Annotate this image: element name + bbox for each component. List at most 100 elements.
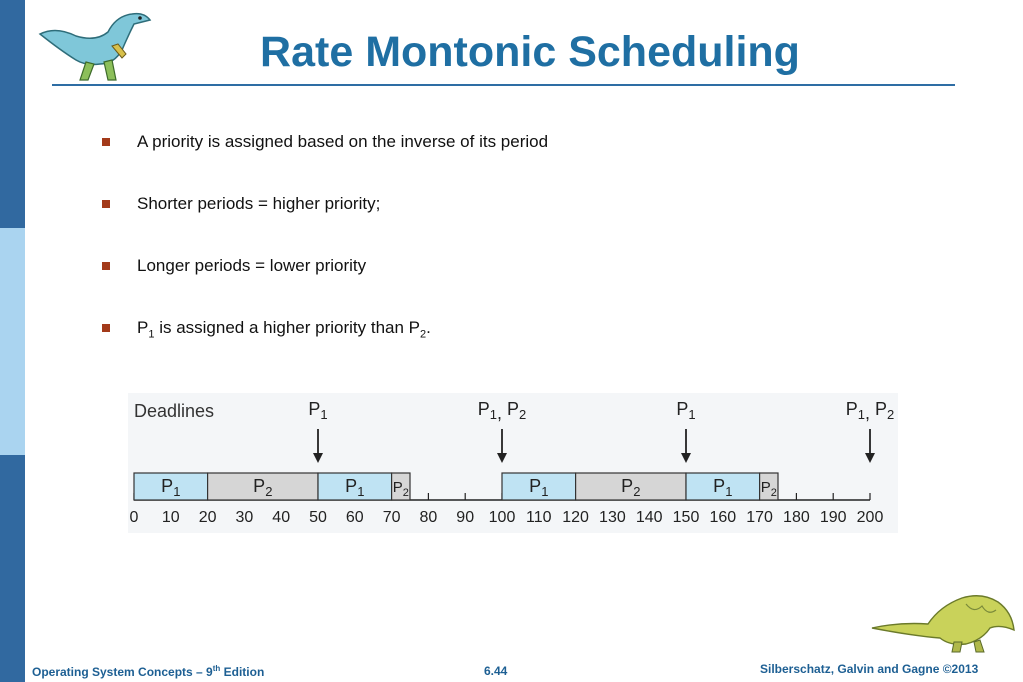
deadline-label: P1, P2	[478, 399, 527, 423]
process-letter: P	[713, 476, 725, 496]
tick-label: 20	[199, 509, 217, 526]
tick-label: 170	[746, 509, 773, 526]
tick-label: 60	[346, 509, 364, 526]
process-number: 2	[887, 407, 894, 422]
tick-label: 120	[562, 509, 589, 526]
deadline-separator: ,	[865, 403, 875, 423]
process-number: 2	[519, 407, 526, 422]
bullet-text: P1 is assigned a higher priority than P2…	[137, 318, 431, 340]
tick-label: 110	[526, 509, 552, 526]
process-letter: P	[161, 476, 173, 496]
diagram-background	[128, 393, 898, 533]
segment-label: P2	[621, 476, 640, 499]
tick-label: 30	[236, 509, 254, 526]
process-number: 1	[357, 484, 364, 499]
tick-label: 0	[130, 509, 139, 526]
process-number: 2	[633, 484, 640, 499]
page-title: Rate Montonic Scheduling	[260, 28, 800, 76]
process-letter: P	[393, 479, 403, 496]
segment-label: P2	[393, 479, 409, 499]
tick-label: 80	[420, 509, 438, 526]
process-number: 2	[403, 487, 409, 499]
sentence-period: .	[426, 318, 431, 337]
deadline-label: P1	[676, 399, 695, 422]
process-number: 2	[265, 484, 272, 499]
process-letter: P	[345, 476, 357, 496]
segment-label: P2	[253, 476, 272, 499]
process-letter: P	[253, 476, 265, 496]
priority-statement: is assigned a higher priority than	[154, 318, 409, 337]
process-number: 1	[490, 407, 497, 422]
p1-subscript: 1	[148, 328, 155, 341]
process-number: 1	[688, 407, 695, 422]
p2-label: P	[408, 318, 421, 337]
deadline-arrow-head	[497, 453, 507, 463]
footer-title-end: Edition	[220, 665, 265, 679]
bullet-square-icon	[102, 200, 110, 208]
dinosaur-logo-top	[38, 12, 152, 81]
deadline-label: P1, P2	[846, 399, 895, 423]
deadline-label: P1	[308, 399, 327, 422]
tick-label: 90	[456, 509, 474, 526]
segment-p1	[685, 472, 761, 501]
segment-label: P2	[761, 479, 777, 499]
process-number: 1	[858, 407, 865, 422]
footer-title-main: Operating System Concepts – 9	[32, 665, 213, 679]
tick-label: 130	[599, 509, 626, 526]
process-number: 1	[320, 407, 327, 422]
tick-label: 10	[162, 509, 180, 526]
dinosaur-logo-bottom	[871, 595, 1015, 653]
tick-label: 50	[309, 509, 327, 526]
p2-subscript: 2	[420, 328, 427, 341]
bullet-square-icon	[102, 262, 110, 270]
tick-label: 200	[857, 509, 884, 526]
bullet-text: Shorter periods = higher priority;	[137, 194, 381, 213]
title-divider	[52, 84, 955, 86]
segment-p2	[575, 472, 687, 501]
sidebar-segment-bottom	[0, 455, 25, 682]
sidebar-segment-middle	[0, 228, 25, 455]
process-number: 1	[541, 484, 548, 499]
process-letter: P	[846, 399, 858, 419]
segment-p2	[206, 472, 319, 501]
process-number: 1	[725, 484, 732, 499]
tick-label: 160	[709, 509, 736, 526]
deadline-arrow-head	[313, 453, 323, 463]
bullet-square-icon	[102, 324, 110, 332]
footer-book-title: Operating System Concepts – 9th Edition	[32, 664, 264, 679]
bullet-square-icon	[102, 138, 110, 146]
deadline-separator: ,	[497, 403, 507, 423]
process-letter: P	[621, 476, 633, 496]
bullet-text: Longer periods = lower priority	[137, 256, 367, 275]
process-number: 1	[173, 484, 180, 499]
tick-label: 70	[383, 509, 401, 526]
scheduling-diagram: Deadlines 0 10 20 30 40 50 60 70 80 90 100 110 120 13…	[128, 393, 898, 533]
tick-label: 40	[272, 509, 290, 526]
process-letter: P	[676, 399, 688, 419]
process-letter: P	[875, 399, 887, 419]
sidebar-bar	[0, 0, 25, 682]
footer-title-sup: th	[212, 664, 221, 673]
tick-label: 100	[489, 509, 516, 526]
process-letter: P	[507, 399, 519, 419]
segment-label: P1	[529, 476, 548, 499]
segment-p2	[758, 472, 779, 501]
process-letter: P	[529, 476, 541, 496]
segment-label: P1	[161, 476, 180, 499]
tick-label: 180	[783, 509, 810, 526]
process-letter: P	[478, 399, 490, 419]
deadline-arrow-head	[865, 453, 875, 463]
bullet-text: A priority is assigned based on the inve…	[137, 132, 549, 151]
segment-p2	[391, 472, 411, 501]
segment-p1	[133, 472, 209, 501]
tick-label: 190	[820, 509, 847, 526]
segment-label: P1	[345, 476, 364, 499]
tick-label: 140	[636, 509, 663, 526]
process-letter: P	[761, 479, 771, 496]
segment-label: P1	[713, 476, 732, 499]
process-letter: P	[308, 399, 320, 419]
tick-label: 150	[673, 509, 700, 526]
p1-label: P	[137, 318, 149, 337]
sidebar-segment-top	[0, 0, 25, 228]
deadline-arrow-head	[681, 453, 691, 463]
